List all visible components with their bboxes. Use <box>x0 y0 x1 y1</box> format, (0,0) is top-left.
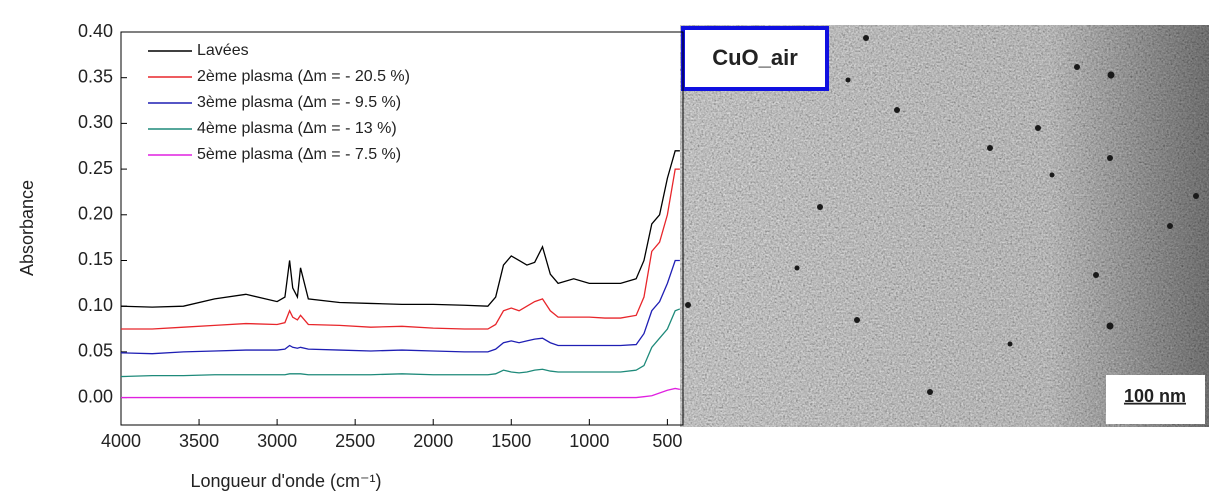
series-line <box>120 150 680 308</box>
x-tick-label: 1500 <box>491 431 531 451</box>
series-line <box>120 308 681 378</box>
plot-frame <box>120 31 684 426</box>
x-tick-label: 500 <box>652 431 682 451</box>
label-box <box>681 26 829 91</box>
x-tick-label: 2500 <box>335 431 375 451</box>
y-tick-label: 0.15 <box>78 249 113 269</box>
legend-label: 4ème plasma (Δm = - 13 %) <box>197 120 397 137</box>
image-label: CuO_air <box>712 45 798 70</box>
tem-image: CuO_air 100 nm <box>680 25 1209 427</box>
y-axis-label: Absorbance <box>17 180 37 276</box>
legend-label: Lavées <box>197 42 249 59</box>
y-tick-label: 0.20 <box>78 204 113 224</box>
x-axis-label: Longueur d'onde (cm⁻¹) <box>190 471 381 491</box>
y-tick-label: 0.40 <box>78 21 113 41</box>
image-shade <box>680 25 1209 427</box>
legend-label: 5ème plasma (Δm = - 7.5 %) <box>197 146 401 163</box>
y-tick-label: 0.35 <box>78 66 113 86</box>
legend-label: 3ème plasma (Δm = - 9.5 %) <box>197 94 401 111</box>
x-tick-label: 2000 <box>413 431 453 451</box>
y-tick-label: 0.05 <box>78 341 113 361</box>
y-tick-label: 0.10 <box>78 295 113 315</box>
x-tick-label: 4000 <box>101 431 141 451</box>
y-tick-label: 0.30 <box>78 112 113 132</box>
legend-label: 2ème plasma (Δm = - 20.5 %) <box>197 68 410 85</box>
x-tick-label: 3500 <box>179 431 219 451</box>
y-tick-label: 0.00 <box>78 386 113 406</box>
scale-bar-label: 100 nm <box>1124 386 1186 406</box>
series-line <box>121 387 681 399</box>
series-line <box>120 259 680 355</box>
x-tick-label: 3000 <box>257 431 297 451</box>
x-tick-label: 1000 <box>569 431 609 451</box>
y-tick-label: 0.25 <box>78 158 113 178</box>
series-line <box>121 168 680 330</box>
scale-box <box>1106 375 1205 424</box>
particles <box>685 35 1199 395</box>
